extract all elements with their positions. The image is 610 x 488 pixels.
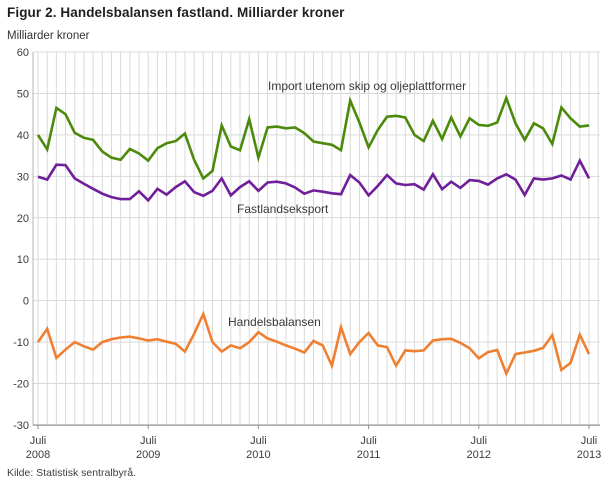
label-import-series: Import utenom skip og oljeplattformer — [268, 79, 466, 93]
label-handelsbalansen-series: Handelsbalansen — [228, 315, 321, 329]
y-tick-label: 0 — [23, 296, 29, 308]
import-line — [36, 94, 590, 181]
series-inline-labels: Import utenom skip og oljeplattformer Fas… — [228, 79, 466, 329]
x-tick-label-month: Juli — [250, 435, 267, 447]
source-citation: Kilde: Statistisk sentralbyrå. — [7, 467, 136, 479]
x-tick-label-year: 2011 — [357, 449, 381, 461]
label-fastlandseksport-series: Fastlandseksport — [237, 202, 329, 216]
chart-title: Figur 2. Handelsbalansen fastland. Milli… — [7, 5, 345, 20]
y-tick-label: 40 — [17, 130, 29, 142]
x-tick-label-month: Juli — [30, 435, 47, 447]
data-series-lines — [36, 94, 591, 377]
x-tick-label-year: 2013 — [577, 449, 601, 461]
y-tick-label: -30 — [13, 420, 29, 432]
y-tick-label: 60 — [17, 47, 29, 59]
balance-line — [36, 310, 591, 377]
axes — [32, 52, 600, 426]
x-tick-label-year: 2009 — [136, 449, 160, 461]
x-tick-label-month: Juli — [140, 435, 157, 447]
gridlines — [33, 51, 600, 426]
y-tick-label: -20 — [13, 379, 29, 391]
y-tick-label: 30 — [17, 171, 29, 183]
x-tick-label-month: Juli — [471, 435, 488, 447]
x-axis-tick-labels: Juli 2008 Juli 2009 Juli 2010 Juli 2011 Juli 2012… — [26, 425, 601, 461]
x-tick-label-year: 2010 — [246, 449, 270, 461]
y-axis-unit-label: Milliarder kroner — [7, 30, 90, 42]
x-tick-label-month: Juli — [581, 435, 598, 447]
x-tick-label-month: Juli — [360, 435, 377, 447]
y-axis-tick-labels: 60 50 40 30 20 10 0 -10 -20 -30 — [13, 47, 29, 432]
y-tick-label: 10 — [17, 254, 29, 266]
y-tick-label: -10 — [13, 337, 29, 349]
y-tick-label: 20 — [17, 213, 29, 225]
x-tick-label-year: 2008 — [26, 449, 50, 461]
y-tick-label: 50 — [17, 88, 29, 100]
x-tick-label-year: 2012 — [467, 449, 491, 461]
export-line — [37, 157, 591, 203]
